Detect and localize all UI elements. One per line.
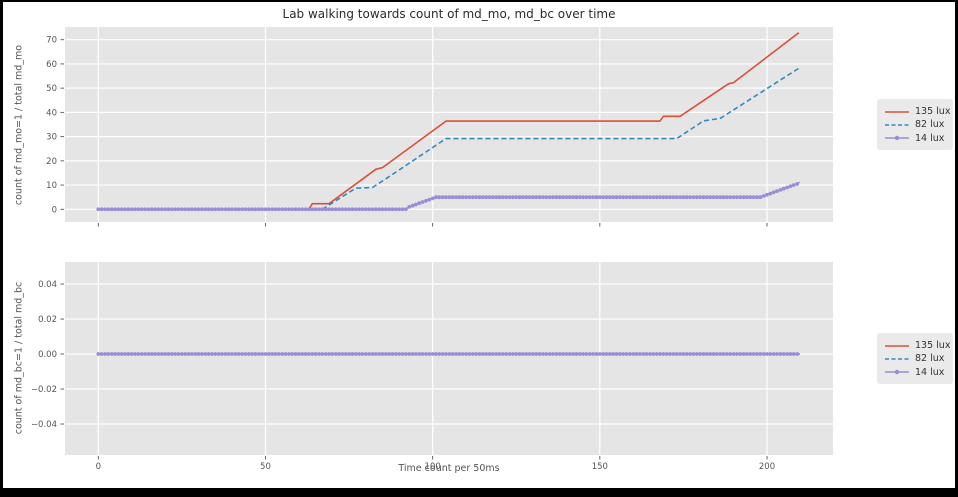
legend-top: 135 lux 82 lux 14 lux <box>877 99 953 150</box>
matplotlib-figure: Lab walking towards count of md_mo, md_b… <box>3 2 955 488</box>
legend-item: 82 lux <box>884 118 946 131</box>
axes-background <box>65 262 833 455</box>
legend-label: 14 lux <box>915 366 945 378</box>
legend-item: 14 lux <box>884 366 946 379</box>
legend-label: 135 lux <box>915 105 951 117</box>
x-tick-label: 100 <box>425 462 441 472</box>
legend-sample-solid <box>885 110 909 113</box>
legend-sample-marker <box>885 370 909 375</box>
legend-sample-solid <box>885 344 909 347</box>
y-tick-label: 0.00 <box>38 350 57 360</box>
x-tick-label: 50 <box>260 462 271 472</box>
legend-item: 82 lux <box>884 352 946 365</box>
x-tick-label: 200 <box>759 462 775 472</box>
series-line-82-lux <box>98 67 800 211</box>
bottom-plot-area: −0.04 −0.02 0.00 0.02 0.04 0 50 100 150 200 <box>31 262 833 472</box>
chart-title: Lab walking towards count of md_mo, md_b… <box>282 7 616 21</box>
y-tick-label: −0.02 <box>31 385 57 395</box>
series-markers-14-lux <box>96 182 799 212</box>
legend-label: 82 lux <box>915 119 945 131</box>
legend-item: 135 lux <box>884 339 950 352</box>
y-tick-label: 0.04 <box>38 280 57 290</box>
series-markers-14-lux <box>96 352 799 356</box>
y-axis-label-top: count of md_mo=1 / total md_mo <box>13 44 25 206</box>
legend-label: 135 lux <box>915 339 951 351</box>
legend-label: 82 lux <box>915 353 945 365</box>
y-tick-label: 70 <box>46 36 57 46</box>
x-tick-label: 0 <box>96 462 101 472</box>
legend-item: 14 lux <box>884 132 946 145</box>
y-axis-label-bottom: count of md_bc=1 / total md_bc <box>13 281 25 435</box>
y-tick-label: 20 <box>46 157 57 167</box>
y-tick-label: 40 <box>46 108 57 118</box>
y-tick-label: 0.02 <box>38 315 57 325</box>
y-tick-label: 0 <box>52 205 57 215</box>
series-line-135-lux <box>98 32 800 211</box>
legend-sample-dashed <box>885 124 909 126</box>
legend-item: 135 lux <box>884 105 950 118</box>
legend-marker-dot <box>894 136 900 141</box>
y-tick-label: −0.04 <box>31 420 57 430</box>
x-tick-label: 150 <box>592 462 608 472</box>
y-tick-label: 30 <box>46 133 57 143</box>
top-plot-area: 0 10 20 30 40 50 60 70 <box>46 27 833 227</box>
legend-sample-marker <box>885 136 909 141</box>
legend-marker-dot <box>894 370 900 375</box>
y-tick-label: 50 <box>46 84 57 94</box>
legend-label: 14 lux <box>915 132 945 144</box>
axes-background <box>65 27 833 222</box>
y-tick-label: 60 <box>46 60 57 70</box>
legend-sample-dashed <box>885 358 909 360</box>
y-tick-label: 10 <box>46 181 57 191</box>
legend-bottom: 135 lux 82 lux 14 lux <box>877 333 953 384</box>
x-axis-label: Time count per 50ms <box>398 463 500 474</box>
